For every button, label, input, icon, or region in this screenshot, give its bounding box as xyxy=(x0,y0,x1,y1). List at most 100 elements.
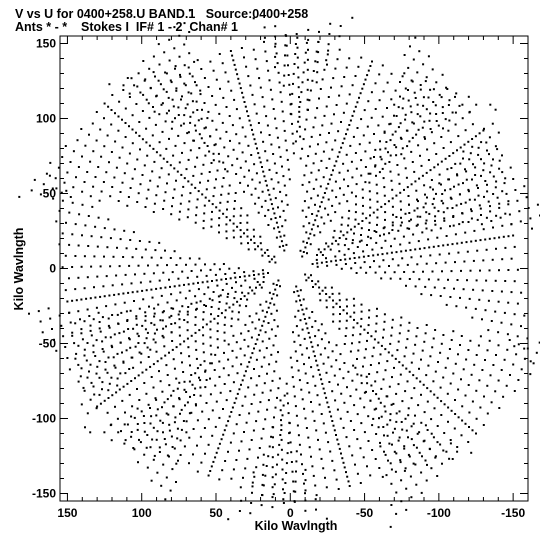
uv-point xyxy=(311,263,314,265)
uv-point xyxy=(447,104,450,106)
uv-point xyxy=(183,22,186,25)
uv-point xyxy=(222,212,225,215)
uv-point xyxy=(218,478,221,481)
uv-point xyxy=(456,446,459,448)
uv-point xyxy=(395,154,398,157)
uv-point xyxy=(201,108,203,111)
uv-point xyxy=(403,445,406,448)
uv-point xyxy=(384,218,386,221)
uv-point xyxy=(168,455,170,458)
uv-point xyxy=(203,360,206,363)
uv-point xyxy=(322,422,325,425)
uv-point xyxy=(220,193,223,196)
uv-point xyxy=(369,237,372,240)
uv-point xyxy=(478,379,481,382)
uv-point xyxy=(117,431,120,434)
uv-point xyxy=(280,429,283,431)
uv-point xyxy=(165,147,168,150)
uv-point xyxy=(474,166,477,169)
uv-point xyxy=(107,389,110,392)
uv-point xyxy=(454,413,457,415)
uv-point xyxy=(361,212,364,215)
uv-point xyxy=(379,445,382,448)
uv-point xyxy=(365,217,368,220)
uv-point xyxy=(236,225,239,228)
uv-point xyxy=(472,288,475,291)
uv-point xyxy=(185,391,188,393)
uv-point xyxy=(383,131,386,134)
uv-point xyxy=(523,185,526,188)
uv-point xyxy=(136,388,138,390)
uv-point xyxy=(220,278,223,281)
uv-point xyxy=(64,254,67,257)
uv-point xyxy=(320,159,323,162)
uv-point xyxy=(480,223,483,226)
uv-point xyxy=(273,255,276,258)
uv-point xyxy=(320,201,323,204)
uv-point xyxy=(267,399,270,402)
uv-point xyxy=(135,247,138,250)
uv-point xyxy=(269,302,272,305)
uv-point xyxy=(287,74,290,76)
uv-point xyxy=(404,212,407,215)
uv-point xyxy=(412,422,415,425)
uv-point xyxy=(395,452,398,455)
uv-point xyxy=(133,84,136,87)
uv-point xyxy=(465,178,468,181)
uv-point xyxy=(163,401,166,404)
uv-point xyxy=(210,362,213,365)
uv-point xyxy=(475,432,477,435)
uv-point xyxy=(379,441,381,444)
uv-point xyxy=(222,96,225,99)
uv-point xyxy=(507,200,510,203)
uv-point xyxy=(131,177,134,180)
uv-point xyxy=(275,171,278,174)
uv-point xyxy=(307,48,309,51)
uv-point xyxy=(498,167,501,170)
uv-point xyxy=(420,358,422,361)
uv-point xyxy=(482,259,485,262)
uv-point xyxy=(150,415,153,418)
uv-point xyxy=(152,147,155,150)
uv-point xyxy=(285,149,288,152)
uv-point xyxy=(351,379,354,382)
uv-point xyxy=(272,426,275,429)
uv-point xyxy=(130,415,133,418)
uv-point xyxy=(457,251,460,254)
uv-point xyxy=(188,289,191,292)
uv-point xyxy=(459,146,462,149)
uv-point xyxy=(393,450,396,453)
uv-point xyxy=(301,308,304,311)
uv-point xyxy=(338,292,341,295)
uv-point xyxy=(312,223,315,226)
uv-point xyxy=(368,373,371,375)
uv-point xyxy=(327,43,330,46)
uv-point xyxy=(51,187,54,190)
uv-point xyxy=(297,66,300,69)
uv-point xyxy=(217,307,220,310)
uv-point xyxy=(462,182,464,185)
uv-point xyxy=(110,344,113,347)
uv-point xyxy=(384,147,387,150)
uv-point xyxy=(250,336,253,339)
uv-point xyxy=(332,299,334,302)
uv-point xyxy=(455,204,458,207)
uv-point xyxy=(497,300,500,303)
uv-point xyxy=(327,406,330,409)
uv-point xyxy=(79,375,82,378)
uv-point xyxy=(65,221,67,224)
uv-point xyxy=(314,320,317,323)
uv-point xyxy=(263,356,266,359)
uv-point xyxy=(267,209,270,212)
uv-point xyxy=(411,80,414,83)
uv-point xyxy=(126,77,129,79)
uv-point xyxy=(410,397,413,400)
uv-point xyxy=(178,381,181,384)
uv-point xyxy=(191,75,194,78)
uv-point xyxy=(496,196,499,199)
uv-point xyxy=(340,452,342,455)
uv-point xyxy=(68,277,70,280)
uv-point xyxy=(202,351,205,354)
uv-point xyxy=(196,419,199,422)
uv-point xyxy=(257,273,260,276)
